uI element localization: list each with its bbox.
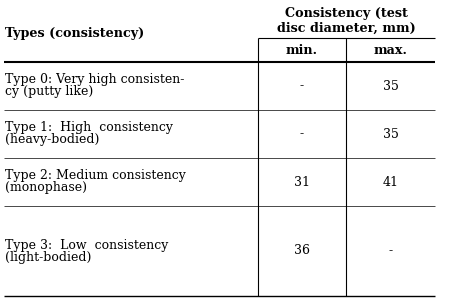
- Text: Type 1:  High  consistency: Type 1: High consistency: [5, 122, 173, 135]
- Text: Type 3:  Low  consistency: Type 3: Low consistency: [5, 238, 168, 252]
- Text: (monophase): (monophase): [5, 182, 87, 194]
- Text: min.: min.: [286, 44, 318, 57]
- Text: Type 0: Very high consisten-: Type 0: Very high consisten-: [5, 73, 184, 86]
- Text: Types (consistency): Types (consistency): [5, 26, 144, 39]
- Text: -: -: [300, 79, 304, 92]
- Text: max.: max.: [374, 44, 408, 57]
- Text: cy (putty like): cy (putty like): [5, 85, 93, 98]
- Text: 35: 35: [383, 79, 399, 92]
- Text: Consistency (test
disc diameter, mm): Consistency (test disc diameter, mm): [277, 7, 416, 35]
- Text: 41: 41: [383, 175, 399, 188]
- Text: Type 2: Medium consistency: Type 2: Medium consistency: [5, 169, 186, 182]
- Text: -: -: [300, 128, 304, 141]
- Text: -: -: [388, 244, 392, 257]
- Text: (heavy-bodied): (heavy-bodied): [5, 134, 100, 147]
- Text: 31: 31: [294, 175, 310, 188]
- Text: 35: 35: [383, 128, 399, 141]
- Text: (light-bodied): (light-bodied): [5, 250, 91, 263]
- Text: 36: 36: [294, 244, 310, 257]
